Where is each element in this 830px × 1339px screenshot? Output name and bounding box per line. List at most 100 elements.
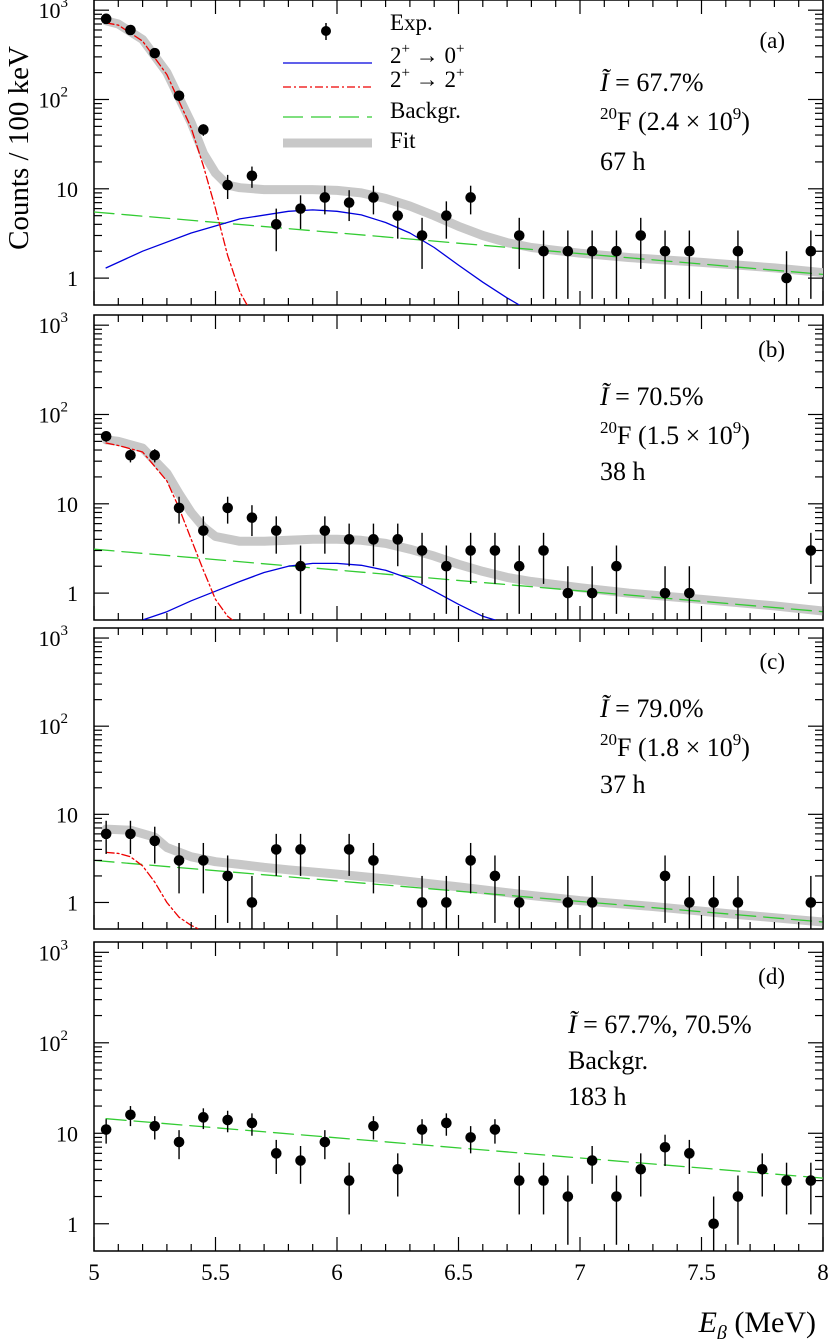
data-point	[173, 502, 185, 514]
data-point	[586, 587, 598, 599]
data-point	[538, 245, 549, 257]
data-point	[319, 525, 331, 536]
data-point	[246, 897, 258, 908]
data-point	[270, 1148, 282, 1159]
data-point	[635, 230, 647, 241]
y-tick-label: 103	[39, 0, 69, 23]
series-backgr-line	[94, 211, 823, 276]
data-point	[611, 560, 622, 572]
data-point	[173, 855, 185, 866]
legend-backgr-label: Backgr.	[390, 98, 461, 123]
legend-trans20-label: 2+ → 0+	[390, 41, 464, 68]
data-point	[805, 1175, 817, 1186]
data-point	[100, 1124, 112, 1135]
panel-label: (c)	[759, 649, 785, 674]
data-point	[100, 430, 112, 442]
data-point	[392, 534, 404, 545]
duration-label: 37 h	[600, 770, 646, 799]
data-point	[125, 1109, 136, 1121]
panel-points	[100, 820, 817, 929]
data-point	[125, 828, 136, 840]
series-backgr-line	[94, 859, 823, 923]
data-point	[416, 1124, 428, 1135]
data-point	[416, 230, 428, 241]
x-tick-label: 7.5	[687, 1260, 716, 1285]
data-point	[538, 1175, 549, 1186]
panel-points	[100, 13, 817, 305]
x-axis-label: Eβ (MeV)	[698, 1306, 816, 1339]
data-point	[538, 545, 549, 556]
y-tick-label: 103	[39, 310, 69, 338]
series-trans22-line	[105, 22, 248, 305]
series-trans20-line	[105, 209, 520, 305]
data-point	[513, 1175, 525, 1186]
data-point	[295, 203, 306, 214]
series-trans22-line	[105, 442, 234, 620]
data-point	[562, 245, 574, 257]
legend-exp-marker	[321, 23, 331, 40]
data-point	[149, 1120, 161, 1132]
y-tick-label: 1	[67, 266, 78, 291]
panel-curves	[94, 16, 823, 305]
legend-exp-label: Exp.	[390, 10, 433, 35]
data-point	[441, 210, 452, 221]
data-point	[149, 449, 161, 461]
data-point	[781, 1175, 792, 1186]
data-point	[222, 179, 233, 191]
data-point	[635, 1163, 647, 1175]
y-tick-label: 10	[56, 492, 78, 517]
data-point	[659, 245, 671, 257]
y-tick-label: 1	[67, 1212, 78, 1237]
data-point	[368, 192, 379, 203]
data-point	[465, 545, 476, 556]
y-tick-label: 10	[56, 177, 78, 202]
data-point	[222, 870, 233, 882]
data-point	[198, 855, 209, 866]
data-point	[708, 1218, 719, 1230]
series-fit-line	[101, 435, 823, 616]
panel-ticks: 1 10 102 103	[39, 0, 824, 305]
data-point	[368, 855, 379, 866]
data-point	[684, 245, 695, 257]
data-point	[125, 449, 136, 461]
data-point	[222, 1114, 233, 1126]
data-point	[295, 560, 306, 572]
data-point	[246, 512, 258, 523]
source-label: 20F (1.8 × 109)	[600, 730, 750, 762]
y-tick-label: 102	[39, 84, 69, 112]
panel-ticks: 1 10 102 103	[39, 937, 824, 1251]
y-axis-label: Counts / 100 keV	[3, 46, 35, 250]
data-point	[319, 1136, 331, 1148]
data-point	[465, 192, 476, 203]
data-point	[319, 192, 331, 203]
x-tick-label: 5.5	[201, 1260, 230, 1285]
data-point	[368, 534, 379, 545]
data-point	[684, 897, 695, 908]
x-tick-label: 8	[817, 1260, 829, 1285]
data-point	[149, 47, 161, 59]
data-point	[513, 230, 525, 241]
duration-label: 183 h	[568, 1082, 627, 1111]
x-tick-labels: 5 5.5 6 6.5 7 7.5 8	[88, 1260, 829, 1285]
data-point	[270, 219, 282, 230]
source-label: 20F (2.4 × 109)	[600, 104, 750, 136]
data-point	[270, 525, 282, 536]
intensity-label: Ĩ = 67.7%	[599, 68, 704, 97]
intensity-label: Ĩ = 79.0%	[599, 694, 704, 723]
data-point	[465, 855, 476, 866]
data-point	[246, 170, 258, 182]
data-point	[659, 870, 671, 882]
panel-d: 1 10 102 103 (d) Ĩ = 67.7%, 70.5% Backgr. 1…	[39, 937, 824, 1252]
data-point	[732, 1191, 744, 1202]
data-point	[198, 124, 209, 135]
series-fit-line	[101, 16, 823, 278]
data-point	[392, 210, 404, 221]
data-point	[562, 897, 574, 908]
intensity-label: Ĩ = 67.7%, 70.5%	[567, 1010, 752, 1039]
data-point	[368, 1120, 379, 1132]
duration-label: 67 h	[600, 147, 646, 176]
data-point	[732, 245, 744, 257]
data-point	[246, 1117, 258, 1129]
